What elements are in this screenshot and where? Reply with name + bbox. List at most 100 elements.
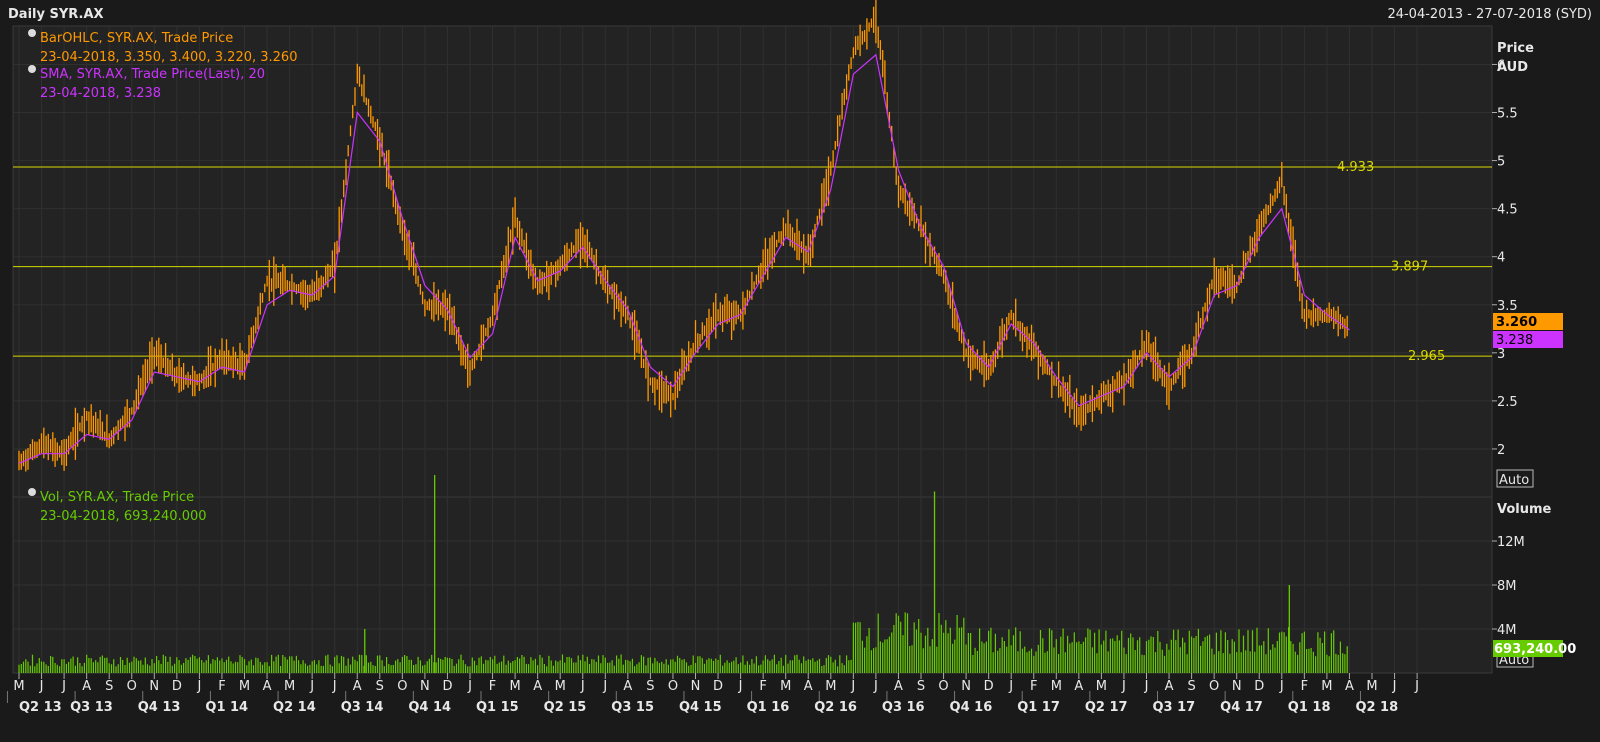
price-legend-values: 23-04-2018, 3.350, 3.400, 3.220, 3.260 [40, 50, 297, 65]
x-month-label: J [196, 679, 201, 694]
x-quarter-label: Q3 17 [1153, 700, 1196, 715]
x-quarter-label: Q4 16 [950, 700, 993, 715]
x-month-label: J [1392, 679, 1397, 694]
x-month-label: F [218, 679, 225, 694]
volume-bar-path [18, 612, 1348, 673]
price-tick-label: 2 [1497, 443, 1505, 458]
x-month-label: A [1345, 679, 1354, 694]
x-month-label: O [1209, 679, 1219, 694]
x-quarter-label: Q2 17 [1085, 700, 1128, 715]
volume-legend-clock-icon[interactable] [28, 488, 36, 496]
x-month-label: A [353, 679, 362, 694]
x-quarter-label: Q2 13 [19, 700, 62, 715]
sma-series [18, 53, 1350, 464]
x-month-label: M [509, 679, 520, 694]
x-month-label: S [376, 679, 384, 694]
x-quarter-label: Q3 16 [882, 700, 925, 715]
x-quarter-label: Q1 15 [476, 700, 519, 715]
x-month-label: O [127, 679, 137, 694]
sma-legend-clock-icon[interactable] [28, 65, 36, 73]
price-legend[interactable]: BarOHLC, SYR.AX, Trade Price 23-04-2018,… [28, 29, 297, 101]
horizontal-grid [13, 63, 1492, 630]
price-bars [18, 0, 1348, 472]
x-month-label: M [780, 679, 791, 694]
x-month-label: A [894, 679, 903, 694]
x-month-label: N [961, 679, 971, 694]
x-month-label: J [850, 679, 855, 694]
x-month-label: M [284, 679, 295, 694]
volume-legend[interactable]: Vol, SYR.AX, Trade Price 23-04-2018, 693… [28, 488, 207, 524]
x-quarter-label: Q4 15 [679, 700, 722, 715]
x-month-label: S [646, 679, 654, 694]
x-month-label: D [713, 679, 723, 694]
x-quarter-label: Q2 15 [544, 700, 587, 715]
x-quarter-label: Q1 18 [1288, 700, 1331, 715]
x-month-label: A [1074, 679, 1083, 694]
price-legend-clock-icon[interactable] [28, 29, 36, 37]
x-quarter-label: Q3 13 [70, 700, 113, 715]
x-month-label: F [759, 679, 766, 694]
price-auto-button[interactable]: Auto [1496, 469, 1534, 488]
x-month-label: A [623, 679, 632, 694]
x-month-label: A [533, 679, 542, 694]
x-quarter-label: Q1 17 [1017, 700, 1060, 715]
x-month-label: J [1121, 679, 1126, 694]
x-month-label: F [1030, 679, 1037, 694]
volume-bars [18, 475, 1348, 673]
price-tick-label: 4.5 [1497, 203, 1518, 218]
x-month-label: A [1165, 679, 1174, 694]
price-axis: Price AUD 2 2.5 3 3.5 4 4.5 5 5.5 6 [1492, 41, 1534, 458]
x-month-label: A [82, 679, 91, 694]
x-month-label: J [1008, 679, 1013, 694]
x-month-label: F [489, 679, 496, 694]
x-month-label: N [420, 679, 430, 694]
horizontal-level-label: 2.965 [1408, 349, 1445, 364]
x-month-label: J [602, 679, 607, 694]
last-price-box: 3.260 [1493, 313, 1563, 330]
x-month-label: J [738, 679, 743, 694]
volume-legend-values: 23-04-2018, 693,240.000 [40, 509, 207, 524]
x-month-label: J [467, 679, 472, 694]
price-auto-label: Auto [1499, 473, 1529, 488]
price-tick-label: 4 [1497, 251, 1505, 266]
last-volume-box: 693,240.00 [1493, 640, 1576, 657]
x-month-label: J [39, 679, 44, 694]
x-month-label: N [1232, 679, 1242, 694]
price-axis-title-2: AUD [1497, 60, 1528, 75]
x-month-label: S [105, 679, 113, 694]
price-tick-label: 3.5 [1497, 299, 1518, 314]
x-month-label: D [984, 679, 994, 694]
x-quarter-label: Q2 18 [1355, 700, 1398, 715]
x-month-label: J [1144, 679, 1149, 694]
x-month-label: N [691, 679, 701, 694]
volume-tick-label: 12M [1497, 535, 1525, 550]
sma-line [18, 53, 1350, 464]
x-month-label: A [263, 679, 272, 694]
x-quarter-label: Q2 16 [814, 700, 857, 715]
x-month-label: J [1414, 679, 1419, 694]
price-pane[interactable] [12, 25, 1493, 498]
x-month-label: J [61, 679, 66, 694]
volume-axis-title: Volume [1497, 502, 1552, 517]
x-month-label: N [149, 679, 159, 694]
x-quarter-label: Q1 16 [747, 700, 790, 715]
x-month-label: M [13, 679, 24, 694]
sma-legend-series: SMA, SYR.AX, Trade Price(Last), 20 [40, 67, 265, 82]
x-month-label: J [580, 679, 585, 694]
horizontal-level-label: 4.933 [1337, 160, 1374, 175]
price-tick-label: 2.5 [1497, 395, 1518, 410]
volume-tick-label: 4M [1497, 623, 1517, 638]
x-month-label: J [332, 679, 337, 694]
x-quarter-label: Q3 15 [611, 700, 654, 715]
date-range: 24-04-2013 - 27-07-2018 (SYD) [1387, 7, 1592, 22]
last-sma-box: 3.238 [1493, 331, 1563, 348]
x-quarter-label: Q3 14 [341, 700, 384, 715]
price-tick-label: 3 [1497, 347, 1505, 362]
volume-legend-series: Vol, SYR.AX, Trade Price [40, 490, 194, 505]
x-month-label: M [1096, 679, 1107, 694]
x-quarter-label: Q4 13 [138, 700, 181, 715]
price-tick-label: 6 [1497, 58, 1505, 73]
volume-axis: Volume 4M 8M 12M [1492, 502, 1552, 638]
sma-legend-values: 23-04-2018, 3.238 [40, 86, 161, 101]
price-axis-title-1: Price [1497, 41, 1534, 56]
